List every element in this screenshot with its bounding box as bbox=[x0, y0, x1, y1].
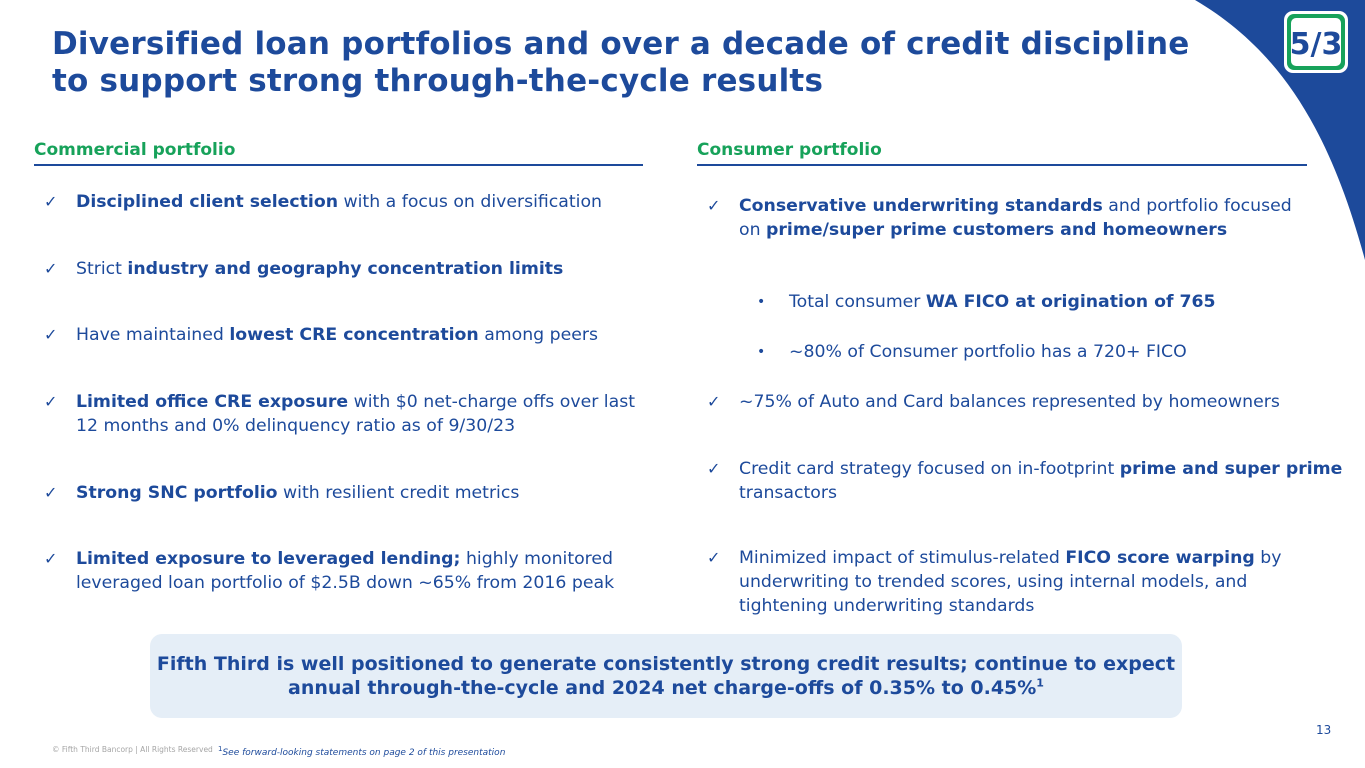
callout-box: Fifth Third is well positioned to genera… bbox=[150, 634, 1182, 718]
consumer-portfolio-heading: Consumer portfolio bbox=[697, 138, 1307, 166]
commercial-item-4: ✓ Limited office CRE exposure with $0 net… bbox=[44, 392, 635, 436]
consumer-subitem-2: • ~80% of Consumer portfolio has a 720+ F… bbox=[757, 342, 1187, 362]
checkmark-icon: ✓ bbox=[44, 192, 58, 211]
checkmark-icon: ✓ bbox=[44, 259, 58, 278]
commercial-item-2: ✓ Strict industry and geography concentra… bbox=[44, 259, 564, 279]
bullet-icon: • bbox=[757, 294, 766, 310]
footnote: 1See forward-looking statements on page … bbox=[218, 745, 506, 758]
commercial-portfolio-heading: Commercial portfolio bbox=[34, 138, 643, 166]
consumer-subitem-1: • Total consumer WA FICO at origination o… bbox=[757, 292, 1216, 312]
checkmark-icon: ✓ bbox=[707, 392, 721, 411]
consumer-item-4: ✓ Minimized impact of stimulus-related FI… bbox=[707, 548, 1282, 616]
checkmark-icon: ✓ bbox=[44, 483, 58, 502]
checkmark-icon: ✓ bbox=[707, 459, 721, 478]
commercial-item-3: ✓ Have maintained lowest CRE concentratio… bbox=[44, 325, 598, 345]
fifth-third-logo-icon: 5/3 bbox=[1284, 11, 1348, 73]
checkmark-icon: ✓ bbox=[44, 392, 58, 411]
consumer-item-3: ✓ Credit card strategy focused on in-foot… bbox=[707, 459, 1343, 503]
commercial-item-1: ✓ Disciplined client selection with a foc… bbox=[44, 192, 602, 212]
svg-text:5/3: 5/3 bbox=[1290, 27, 1343, 62]
consumer-item-1: ✓ Conservative underwriting standards and… bbox=[707, 196, 1292, 240]
page-title: Diversified loan portfolios and over a d… bbox=[52, 26, 1190, 99]
callout-text: Fifth Third is well positioned to genera… bbox=[156, 653, 1176, 699]
page-number: 13 bbox=[1316, 723, 1332, 737]
commercial-item-5: ✓ Strong SNC portfolio with resilient cre… bbox=[44, 483, 520, 503]
checkmark-icon: ✓ bbox=[44, 549, 58, 568]
commercial-item-6: ✓ Limited exposure to leveraged lending; … bbox=[44, 549, 615, 593]
copyright-text: © Fifth Third Bancorp | All Rights Reser… bbox=[52, 745, 213, 754]
checkmark-icon: ✓ bbox=[707, 548, 721, 567]
checkmark-icon: ✓ bbox=[44, 325, 58, 344]
checkmark-icon: ✓ bbox=[707, 196, 721, 215]
bullet-icon: • bbox=[757, 344, 766, 360]
consumer-item-2: ✓ ~75% of Auto and Card balances represen… bbox=[707, 392, 1280, 412]
